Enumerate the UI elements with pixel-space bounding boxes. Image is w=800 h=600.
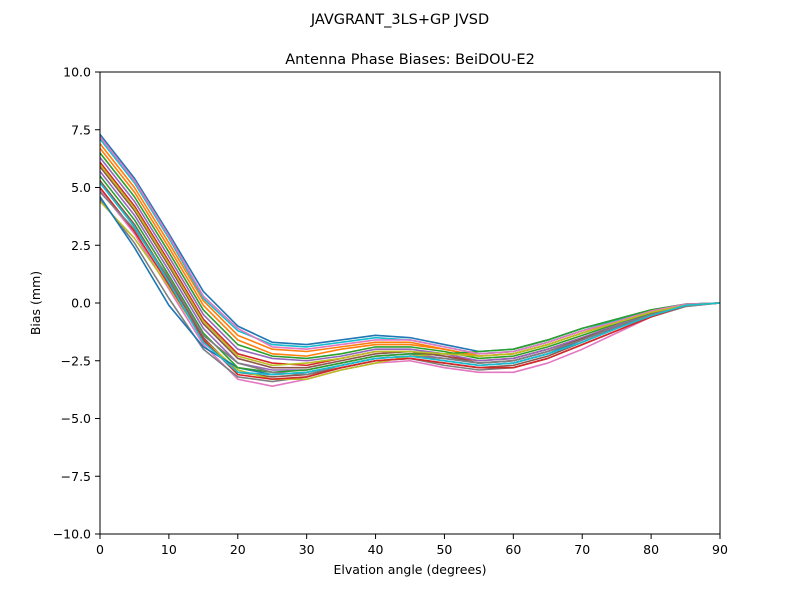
series-line-14: [99, 187, 721, 381]
y-axis-label: Bias (mm): [28, 271, 43, 335]
y-tick-label: 7.5: [71, 122, 91, 137]
series-line-15: [99, 156, 721, 362]
y-tick-label: 5.0: [71, 180, 91, 195]
y-tick-label: 0.0: [71, 296, 91, 311]
series-line-17: [99, 136, 721, 355]
y-tick-label: −7.5: [61, 469, 91, 484]
series-line-7: [99, 189, 721, 387]
y-axis-ticks: −10.0 −7.5 −5.0 −2.5 0.0 2.5 5.0 7.5 10.0: [53, 65, 100, 542]
x-tick-label: 40: [368, 542, 384, 557]
chart-title: Antenna Phase Biases: BeiDOU-E2: [285, 52, 535, 68]
series-lines: [99, 133, 721, 387]
y-tick-label: 2.5: [71, 238, 91, 253]
y-tick-label: 10.0: [63, 65, 91, 80]
x-tick-label: 50: [436, 542, 452, 557]
series-line-19: [99, 163, 721, 367]
y-tick-label: −2.5: [61, 353, 91, 368]
x-tick-label: 90: [712, 542, 728, 557]
y-tick-label: −10.0: [53, 527, 91, 542]
x-axis-label: Elvation angle (degrees): [333, 562, 486, 577]
figure-suptitle: JAVGRANT_3LS+GP JVSD: [310, 12, 489, 28]
x-tick-label: 20: [230, 542, 246, 557]
y-tick-label: −5.0: [61, 411, 91, 426]
x-tick-label: 70: [574, 542, 590, 557]
x-axis-ticks: 0 10 20 30 40 50 60 70 80 90: [96, 534, 728, 557]
x-tick-label: 30: [299, 542, 315, 557]
x-tick-label: 10: [161, 542, 177, 557]
x-tick-label: 60: [505, 542, 521, 557]
plot-frame: [99, 71, 721, 535]
plot-area: [100, 72, 720, 534]
x-tick-label: 80: [643, 542, 659, 557]
x-tick-label: 0: [96, 542, 104, 557]
series-line-13: [99, 175, 721, 374]
series-line-3: [99, 152, 721, 360]
series-line-20: [99, 182, 721, 376]
